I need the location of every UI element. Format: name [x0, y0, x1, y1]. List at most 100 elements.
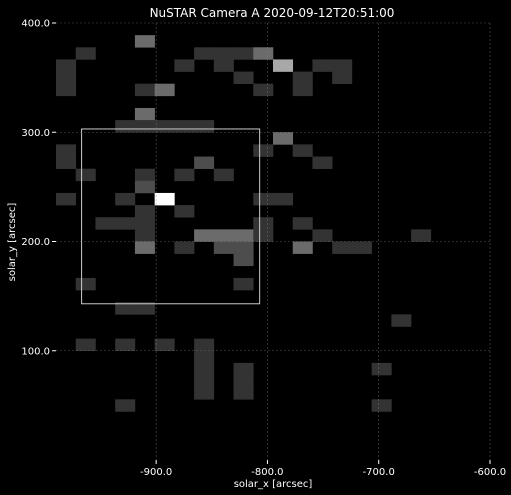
heatmap-cell — [253, 47, 274, 60]
heatmap-cell — [233, 253, 254, 267]
heatmap-cell — [391, 314, 412, 327]
heatmap-cell — [56, 59, 77, 72]
heatmap-cell — [233, 241, 254, 254]
heatmap-cell — [115, 399, 136, 412]
heatmap-cell — [56, 156, 77, 169]
heatmap-cell — [134, 180, 155, 194]
heatmap-cell — [371, 362, 392, 376]
y-axis-ticks: 100.0 200.0 300.0 400.0 — [21, 19, 56, 357]
heatmap-cell — [371, 399, 392, 412]
heatmap-cell — [75, 277, 96, 291]
x-axis-ticks: -900.0 -800.0 -700.0 -600.0 — [140, 460, 506, 478]
heatmap-cell — [174, 241, 195, 254]
region-rectangle — [81, 128, 261, 305]
heatmap-cell — [233, 277, 254, 291]
x-tick-label: -800.0 — [251, 467, 283, 478]
heatmap-cell — [134, 83, 155, 97]
heatmap-cell — [174, 205, 195, 218]
heatmap-cell — [134, 107, 155, 121]
heatmap-cell — [332, 59, 353, 72]
heatmap-cell — [134, 120, 155, 133]
heatmap-cell — [56, 192, 77, 206]
heatmap-cell — [75, 47, 96, 60]
heatmap-cell — [253, 229, 274, 242]
heatmap-cell — [213, 241, 234, 254]
heatmap-cell — [292, 217, 313, 230]
heatmap-cell — [134, 35, 155, 48]
heatmap-cell — [253, 83, 274, 97]
heatmap-cell — [292, 71, 313, 84]
heatmap-cell — [194, 338, 215, 352]
heatmap-cell — [194, 120, 215, 133]
heatmap-cell — [194, 47, 215, 60]
heatmap-cell — [134, 302, 155, 315]
heatmap-cell — [194, 362, 215, 376]
heatmap-cell — [174, 168, 195, 182]
x-tick-label: -700.0 — [363, 467, 395, 478]
x-tick-label: -900.0 — [140, 467, 172, 478]
heatmap-cell — [233, 47, 254, 60]
y-tick-label: 200.0 — [21, 237, 50, 248]
heatmap-cell — [56, 83, 77, 97]
heatmap-cell — [312, 59, 333, 72]
heatmap-cell — [233, 387, 254, 400]
heatmap-cell — [56, 144, 77, 157]
heatmap-cell — [75, 168, 96, 182]
heatmap-cell — [273, 132, 294, 145]
y-axis-label: solar_y [arcsec] — [7, 203, 18, 282]
heatmap-cell — [332, 71, 353, 84]
heatmap-cell — [194, 350, 215, 364]
heatmap-cell — [194, 375, 215, 388]
heatmap-cell — [253, 192, 274, 206]
heatmap-cell — [115, 338, 136, 352]
heatmap-cell — [115, 120, 136, 133]
heatmap-cell — [154, 338, 175, 352]
heatmap-cell — [312, 229, 333, 242]
heatmap-cell — [273, 59, 294, 72]
heatmap-cell — [134, 205, 155, 218]
heatmap-cell — [233, 375, 254, 388]
heatmap-cell — [332, 241, 353, 254]
heatmap-cell — [233, 229, 254, 242]
heatmap-cell — [292, 83, 313, 97]
x-tick-label: -600.0 — [474, 467, 506, 478]
heatmap-cell — [233, 362, 254, 376]
heatmap-cell — [134, 241, 155, 254]
heatmap-cell — [233, 71, 254, 84]
heatmap-cell — [56, 71, 77, 84]
heatmap-cell — [213, 47, 234, 60]
heatmap-cell — [194, 156, 215, 169]
y-tick-label: 400.0 — [21, 19, 50, 30]
grid-lines — [56, 22, 491, 460]
heatmap-cell — [253, 217, 274, 230]
heatmap-cell — [253, 144, 274, 157]
heatmap-cell — [213, 229, 234, 242]
heatmap-cell — [115, 217, 136, 230]
heatmap-cell — [95, 217, 116, 230]
y-tick-label: 300.0 — [21, 128, 50, 139]
y-tick-label: 100.0 — [21, 346, 50, 357]
heatmap-cell — [213, 59, 234, 72]
heatmap-cell — [351, 241, 372, 254]
heatmap-cell — [174, 120, 195, 133]
heatmap-cell — [194, 387, 215, 400]
heatmap-cell — [115, 192, 136, 206]
heatmap-cell — [174, 59, 195, 72]
heatmap-cell — [194, 229, 215, 242]
heatmap-cell — [115, 302, 136, 315]
heatmap-cell — [312, 156, 333, 169]
heatmap-cell — [273, 192, 294, 206]
heatmap-cell — [154, 83, 175, 97]
heatmap-cell — [134, 217, 155, 230]
heatmap-cell — [154, 192, 175, 206]
heatmap-cell — [213, 168, 234, 182]
x-axis-label: solar_x [arcsec] — [234, 479, 313, 490]
heatmap-cell — [134, 229, 155, 242]
heatmap-cell — [292, 241, 313, 254]
heatmap-cell — [134, 168, 155, 182]
heatmap-cell — [154, 120, 175, 133]
heatmap-cell — [411, 229, 432, 242]
chart-title: NuSTAR Camera A 2020-09-12T20:51:00 — [150, 6, 395, 20]
heatmap-cell — [292, 144, 313, 157]
